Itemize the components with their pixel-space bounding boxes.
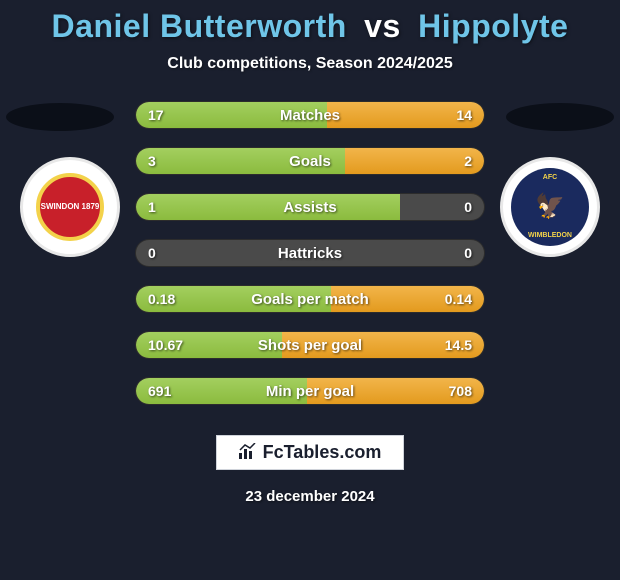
- stat-row: 691708Min per goal: [135, 377, 485, 405]
- bar-fill-left: [136, 286, 331, 312]
- bar-fill-right: [345, 148, 484, 174]
- brand-badge: FcTables.com: [216, 435, 405, 470]
- bar-fill-left: [136, 148, 345, 174]
- club-crest-left: SWINDON 1879: [20, 157, 120, 257]
- eagle-icon: 🦅: [535, 194, 565, 220]
- date-text: 23 december 2024: [245, 488, 374, 505]
- bar-fill-right: [307, 378, 484, 404]
- bar-fill-left: [136, 332, 282, 358]
- player1-shadow: [6, 103, 114, 131]
- stat-value-right: 0: [464, 194, 472, 220]
- bar-fill-left: [136, 378, 307, 404]
- club-crest-right: AFC 🦅 WIMBLEDON: [500, 157, 600, 257]
- stat-row: 10.6714.5Shots per goal: [135, 331, 485, 359]
- stat-row: 10Assists: [135, 193, 485, 221]
- player1-name: Daniel Butterworth: [52, 8, 347, 44]
- stat-value-right: 0: [464, 240, 472, 266]
- stat-label: Hattricks: [136, 240, 484, 266]
- bar-fill-left: [136, 194, 400, 220]
- club-crest-left-label: SWINDON 1879: [36, 173, 104, 241]
- chart-area: SWINDON 1879 AFC 🦅 WIMBLEDON 1714Matches…: [0, 101, 620, 405]
- stat-value-left: 0: [148, 240, 156, 266]
- stat-bars: 1714Matches32Goals10Assists00Hattricks0.…: [135, 101, 485, 405]
- player2-name: Hippolyte: [418, 8, 568, 44]
- page-title: Daniel Butterworth vs Hippolyte: [52, 8, 569, 45]
- stat-row: 1714Matches: [135, 101, 485, 129]
- bar-fill-left: [136, 102, 327, 128]
- bar-fill-right: [282, 332, 484, 358]
- brand-text: FcTables.com: [263, 442, 382, 463]
- club-crest-right-bottom: WIMBLEDON: [528, 232, 572, 240]
- bar-fill-right: [331, 286, 484, 312]
- club-crest-right-top: AFC: [543, 174, 557, 182]
- subtitle: Club competitions, Season 2024/2025: [167, 55, 452, 73]
- bar-fill-right: [327, 102, 484, 128]
- stat-row: 32Goals: [135, 147, 485, 175]
- stat-row: 0.180.14Goals per match: [135, 285, 485, 313]
- comparison-infographic: Daniel Butterworth vs Hippolyte Club com…: [0, 0, 620, 580]
- player2-shadow: [506, 103, 614, 131]
- chart-icon: [239, 443, 257, 463]
- vs-label: vs: [364, 8, 401, 44]
- stat-row: 0 0Hattricks: [135, 239, 485, 267]
